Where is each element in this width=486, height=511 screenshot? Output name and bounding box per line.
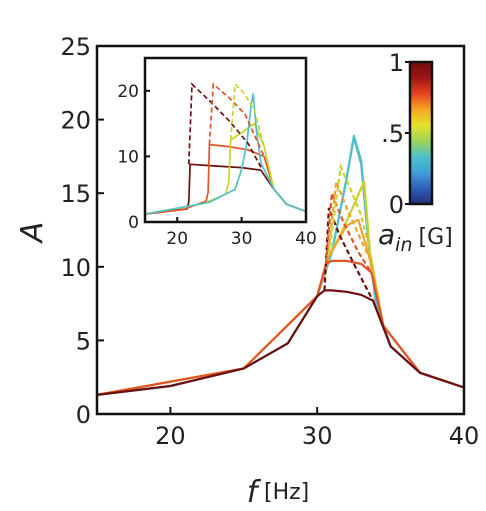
main-lines [97, 134, 464, 396]
colorbar-label: ain [G] [378, 218, 453, 256]
colorbar-label-base: a [378, 218, 395, 251]
inset-ticks: 20 30 40 0 10 20 [117, 82, 316, 249]
inset-x-tick-label-1: 30 [231, 229, 253, 249]
main-x-tick-label-2: 40 [449, 422, 480, 450]
main-plot-frame [95, 44, 466, 416]
inset-y-tick-label-1: 10 [117, 147, 139, 167]
inset-y-tick-label-2: 20 [117, 82, 139, 102]
main-y-tick-label-2: 10 [60, 254, 91, 282]
colorbar-label-sub: in [395, 234, 412, 256]
colorbar-label-unit: [G] [419, 225, 453, 250]
main-series-4 [97, 259, 464, 396]
x-axis-unit: [Hz] [264, 480, 309, 505]
main-dashed-series-3 [327, 162, 372, 256]
inset-x-tick-label-2: 40 [295, 229, 317, 249]
main-series-5 [97, 289, 464, 396]
inset-series-3 [145, 93, 306, 215]
inset-x-tick-label-0: 20 [166, 229, 188, 249]
inset-dashed-series-1 [208, 82, 265, 157]
colorbar-tick-label-1: .5 [381, 120, 404, 148]
inset-y-tick-label-0: 0 [128, 213, 139, 233]
main-y-tick-label-0: 0 [76, 401, 91, 429]
main-x-tick-label-0: 20 [155, 422, 186, 450]
main-y-tick-label-4: 20 [60, 107, 91, 135]
main-y-tick-label-5: 25 [60, 33, 91, 61]
main-dashed-series-2 [326, 181, 371, 260]
main-x-tick-label-1: 30 [302, 422, 333, 450]
colorbar-tick-label-2: 1 [389, 49, 404, 77]
inset-frame [143, 56, 308, 224]
inset-dashed-series-0 [187, 82, 263, 170]
colorbar-ticks: 0.51 [381, 49, 410, 219]
inset-lines [145, 82, 306, 215]
y-axis-label: A [15, 222, 50, 245]
main-y-tick-label-1: 5 [76, 327, 91, 355]
colorbar-gradient [408, 60, 434, 206]
inset-plot: 20 30 40 0 10 20 [117, 56, 317, 249]
x-axis-label: f [247, 475, 262, 510]
colorbar: 0.51 ain [G] [378, 49, 453, 256]
main-y-tick-label-3: 15 [60, 180, 91, 208]
colorbar-tick-label-0: 0 [389, 191, 404, 219]
